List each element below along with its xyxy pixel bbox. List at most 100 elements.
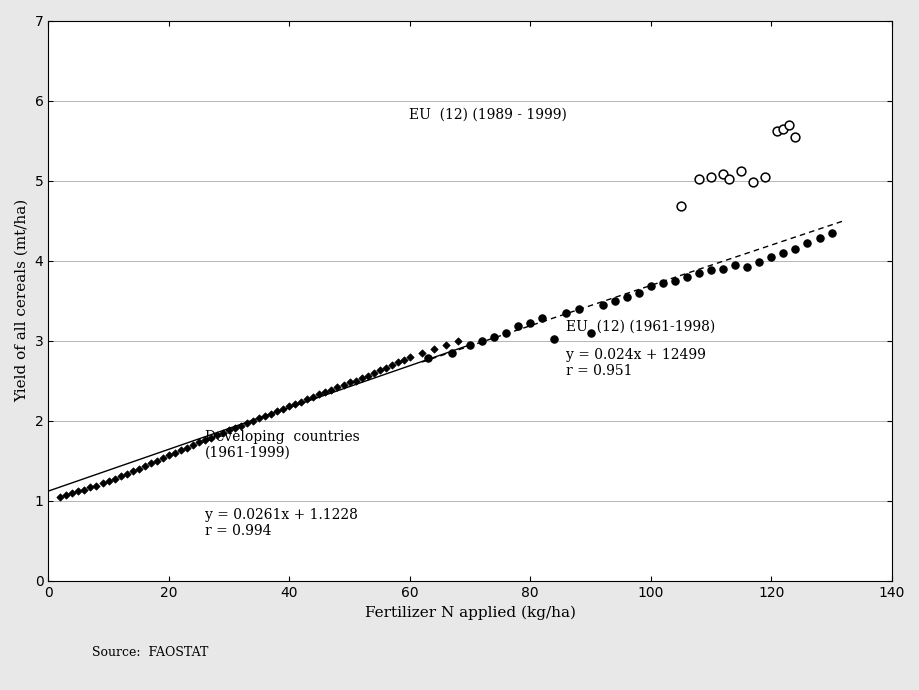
Point xyxy=(137,460,152,471)
Point xyxy=(257,411,272,422)
Point xyxy=(571,303,585,314)
Point xyxy=(498,327,513,338)
Point xyxy=(715,169,730,180)
Point xyxy=(607,295,621,306)
Point xyxy=(414,347,429,358)
Point xyxy=(721,173,736,184)
Text: Source:  FAOSTAT: Source: FAOSTAT xyxy=(92,646,208,658)
Point xyxy=(59,489,74,500)
Point xyxy=(547,334,562,345)
Point xyxy=(71,486,85,497)
Point xyxy=(733,166,748,177)
Point xyxy=(269,406,284,417)
Point xyxy=(330,382,345,393)
Point xyxy=(233,420,248,431)
Point xyxy=(119,469,134,480)
Point xyxy=(53,491,68,502)
Point xyxy=(800,237,814,248)
Point xyxy=(240,417,255,428)
Point xyxy=(438,339,453,351)
Point xyxy=(179,442,194,453)
Y-axis label: Yield of all cereals (mt/ha): Yield of all cereals (mt/ha) xyxy=(15,199,29,402)
Point xyxy=(288,399,302,410)
Point xyxy=(450,335,465,346)
Text: EU  (12) (1961-1998): EU (12) (1961-1998) xyxy=(566,319,715,333)
Point xyxy=(155,452,170,463)
Point xyxy=(390,357,404,368)
Point xyxy=(703,171,718,182)
Point xyxy=(366,367,380,378)
Point xyxy=(252,413,267,424)
Point xyxy=(378,362,392,373)
Point xyxy=(372,365,387,376)
Point xyxy=(673,201,687,212)
Point xyxy=(354,373,369,384)
Point xyxy=(402,351,416,362)
Point xyxy=(131,464,146,475)
Point xyxy=(294,396,309,407)
Point xyxy=(276,404,290,415)
Point xyxy=(221,425,236,436)
Point xyxy=(161,450,176,461)
Point xyxy=(264,408,278,419)
Point xyxy=(396,355,411,366)
Point xyxy=(727,259,742,270)
Point xyxy=(318,386,333,397)
Point xyxy=(384,359,399,371)
X-axis label: Fertilizer N applied (kg/ha): Fertilizer N applied (kg/ha) xyxy=(364,605,575,620)
Text: y = 0.0261x + 1.1228
r = 0.994: y = 0.0261x + 1.1228 r = 0.994 xyxy=(205,509,357,538)
Text: y = 0.024x + 12499
r = 0.951: y = 0.024x + 12499 r = 0.951 xyxy=(566,348,706,378)
Point xyxy=(522,317,537,328)
Point xyxy=(462,339,477,351)
Point xyxy=(788,243,802,254)
Point xyxy=(823,227,838,238)
Point xyxy=(510,321,525,332)
Point xyxy=(811,233,826,244)
Point xyxy=(715,263,730,274)
Text: Developing  countries
(1961-1999): Developing countries (1961-1999) xyxy=(205,430,359,460)
Point xyxy=(65,487,80,498)
Point xyxy=(618,291,633,302)
Point xyxy=(342,377,357,388)
Point xyxy=(167,447,182,458)
Point xyxy=(486,331,501,342)
Point xyxy=(83,482,97,493)
Point xyxy=(198,435,212,446)
Point xyxy=(113,471,128,482)
Point xyxy=(775,123,789,134)
Point xyxy=(691,173,706,184)
Point xyxy=(89,480,104,491)
Point xyxy=(739,262,754,273)
Point xyxy=(108,473,122,484)
Point xyxy=(95,477,109,489)
Point xyxy=(642,281,657,292)
Point xyxy=(125,466,140,477)
Point xyxy=(751,257,766,268)
Point xyxy=(420,353,435,364)
Point xyxy=(77,484,92,495)
Point xyxy=(745,177,760,188)
Point xyxy=(143,457,158,469)
Point xyxy=(763,251,777,262)
Point xyxy=(474,335,489,346)
Point xyxy=(203,432,218,443)
Point xyxy=(444,347,459,358)
Point xyxy=(186,440,200,451)
Point xyxy=(775,247,789,258)
Point xyxy=(360,371,375,382)
Point xyxy=(149,455,164,466)
Point xyxy=(347,375,362,386)
Text: EU  (12) (1989 - 1999): EU (12) (1989 - 1999) xyxy=(409,108,566,122)
Point xyxy=(281,401,296,412)
Point xyxy=(703,265,718,276)
Point xyxy=(630,287,645,298)
Point xyxy=(101,475,116,486)
Point xyxy=(215,427,230,438)
Point xyxy=(788,131,802,142)
Point xyxy=(191,437,206,448)
Point xyxy=(245,415,260,426)
Point xyxy=(781,119,796,130)
Point xyxy=(679,271,694,282)
Point xyxy=(769,126,784,137)
Point xyxy=(535,313,550,324)
